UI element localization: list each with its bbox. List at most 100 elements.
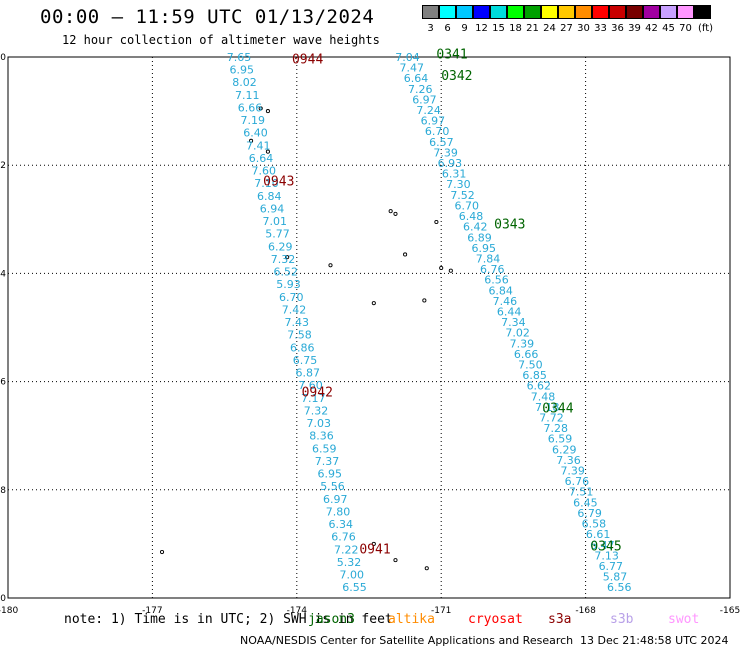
wave-height-value: 7.00 (340, 569, 365, 582)
island-outline (265, 109, 270, 114)
pass-time-label: 0345 (590, 540, 621, 555)
legend-level-label: 39 (628, 23, 641, 34)
wave-height-value: 6.85 (522, 369, 547, 382)
legend-swatch (694, 5, 711, 19)
wave-height-value: 6.40 (243, 127, 268, 140)
wave-height-value: 7.19 (241, 114, 266, 127)
wave-height-value: 6.76 (565, 475, 590, 488)
wave-height-value: 6.95 (230, 64, 255, 77)
wave-height-value: 7.32 (304, 404, 329, 417)
wave-height-value: 6.64 (249, 152, 274, 165)
wave-height-value: 7.48 (531, 390, 556, 403)
map-frame (7, 56, 731, 599)
legend-swatch (677, 5, 694, 19)
wave-height-value: 6.42 (463, 221, 488, 234)
wave-height-value: 7.37 (315, 455, 340, 468)
wave-height-value: 6.76 (480, 263, 505, 276)
wave-height-value: 7.39 (510, 337, 535, 350)
wave-height-value: 5.93 (276, 278, 301, 291)
wave-height-value: 6.58 (582, 518, 607, 531)
pass-time-label: 0944 (292, 53, 323, 68)
wave-height-value: 7.22 (334, 543, 359, 556)
wave-height-value: 6.56 (484, 274, 509, 287)
island-outline (159, 549, 165, 555)
wave-height-value: 7.58 (287, 329, 312, 342)
legend-swatch (609, 5, 626, 19)
legend-level-label: 42 (645, 23, 658, 34)
island-outline (388, 209, 393, 214)
wave-height-value: 6.87 (296, 367, 321, 380)
pass-time-label: 0942 (302, 385, 333, 400)
wave-height-value: 6.97 (412, 93, 437, 106)
wave-height-value: 7.10 (254, 177, 279, 190)
wave-height-value: 6.66 (514, 348, 539, 361)
legend-swatch (507, 5, 524, 19)
island-outline (285, 255, 290, 260)
island-outline (422, 298, 427, 303)
legend-level-label: (ft) (697, 23, 714, 34)
pass-time-label: 0341 (436, 47, 467, 62)
wave-height-value: 6.66 (238, 101, 263, 114)
satellite-s3a: s3a (548, 612, 572, 627)
wave-height-value: 7.65 (227, 51, 252, 64)
legend-level-label: 18 (509, 23, 522, 34)
legend-level-label: 27 (560, 23, 573, 34)
island-outline (371, 301, 376, 306)
wave-height-value: 6.59 (548, 433, 573, 446)
wave-height-value: 8.36 (309, 430, 334, 443)
legend-level-label: 33 (594, 23, 607, 34)
wave-height-value: 8.02 (232, 76, 257, 89)
island-outline (371, 541, 376, 546)
legend-swatch (473, 5, 490, 19)
legend-level-label: 6 (444, 23, 451, 34)
wave-height-value: 7.51 (569, 486, 594, 499)
wave-height-value: 6.62 (527, 380, 552, 393)
wave-height-value: 6.29 (552, 443, 577, 456)
wave-height-value: 7.36 (556, 454, 581, 467)
wave-height-value: 6.89 (467, 231, 492, 244)
note-text: note: 1) Time is in UTC; 2) SWH is in fe… (64, 612, 393, 627)
y-tick-label: -6 (0, 378, 6, 388)
wave-height-value: 6.61 (586, 528, 611, 541)
wave-height-value: 6.75 (293, 354, 318, 367)
wave-height-value: 6.34 (329, 518, 354, 531)
wave-height-value: 6.77 (599, 560, 624, 573)
wave-height-value: 7.02 (505, 327, 530, 340)
pass-time-label: 0943 (263, 174, 294, 189)
satellite-s3b: s3b (610, 612, 634, 627)
legend-swatch (626, 5, 643, 19)
wave-height-value: 7.47 (399, 62, 424, 75)
map-title: 00:00 – 11:59 UTC 01/13/2024 (40, 6, 375, 28)
wave-height-value: 6.97 (421, 115, 446, 128)
legend-level-label: 15 (492, 23, 505, 34)
island-outline (439, 265, 444, 271)
wave-height-value: 7.17 (301, 392, 326, 405)
legend-level-label: 70 (679, 23, 692, 34)
legend-level-label: 30 (577, 23, 590, 34)
wave-height-value: 6.44 (497, 305, 522, 318)
wave-height-value: 6.70 (455, 199, 480, 212)
satellite-altika: altika (388, 612, 435, 627)
wave-height-value: 7.24 (416, 104, 441, 117)
wave-height-value: 7.39 (560, 465, 585, 478)
wave-height-value: 7.03 (307, 417, 332, 430)
legend-swatch (643, 5, 660, 19)
pass-time-label: 0941 (359, 542, 390, 557)
x-tick-label: -165 (720, 606, 740, 616)
wave-height-value: 5.77 (265, 228, 290, 241)
island-outline (424, 566, 429, 571)
legend-level-label: 12 (475, 23, 488, 34)
wave-height-value: 6.76 (331, 531, 356, 544)
generation-timestamp: 13 Dec 21:48:58 UTC 2024 (580, 634, 729, 647)
wave-height-value: 6.86 (290, 341, 315, 354)
wave-height-value: 6.79 (577, 507, 602, 520)
island-outline (249, 138, 254, 143)
island-outline (393, 558, 398, 563)
wave-height-value: 6.64 (404, 72, 429, 85)
wave-height-value: 7.60 (298, 379, 323, 392)
wave-height-value: 6.93 (438, 157, 463, 170)
x-tick-label: -177 (142, 606, 162, 616)
footer-credit: NOAA/NESDIS Center for Satellite Applica… (240, 634, 574, 647)
legend-swatch (422, 5, 439, 19)
